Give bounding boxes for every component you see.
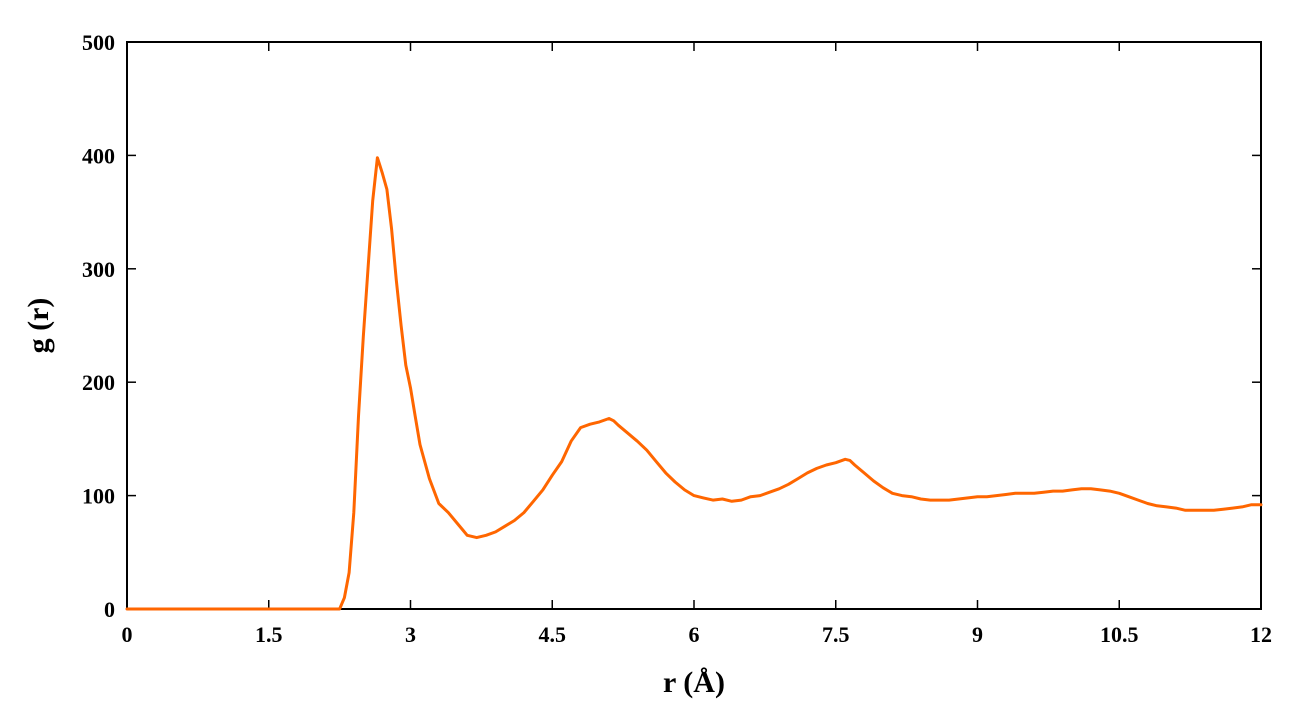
y-axis-label: g (r) — [22, 298, 55, 354]
x-axis-label: r (Å) — [663, 666, 725, 699]
x-tick-label: 7.5 — [822, 622, 850, 647]
y-tick-label: 100 — [82, 484, 115, 509]
plot-frame — [126, 41, 1262, 610]
x-tick-label: 12 — [1250, 622, 1272, 647]
x-tick-label: 4.5 — [539, 622, 567, 647]
y-tick-label: 0 — [104, 597, 115, 622]
y-tick-label: 400 — [82, 143, 115, 168]
y-tick-label: 300 — [82, 257, 115, 282]
y-tick-label: 200 — [82, 370, 115, 395]
x-tick-label: 9 — [972, 622, 983, 647]
x-tick-label: 3 — [405, 622, 416, 647]
y-tick-label: 500 — [82, 30, 115, 55]
x-tick-label: 1.5 — [255, 622, 283, 647]
axis-ticks — [126, 41, 1262, 610]
axis-tick-labels: 0 1.5 3 4.5 6 7.5 9 10.5 12 0 100 200 300 400 500 — [82, 30, 1272, 647]
x-tick-label: 6 — [689, 622, 700, 647]
x-tick-label: 0 — [122, 622, 133, 647]
x-tick-label: 10.5 — [1100, 622, 1139, 647]
series-line — [125, 156, 1263, 611]
